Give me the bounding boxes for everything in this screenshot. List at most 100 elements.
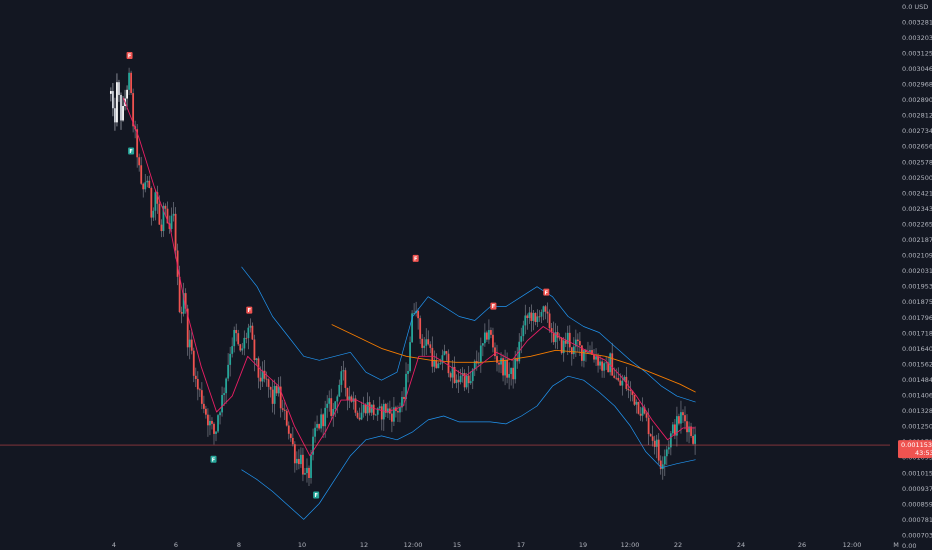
candle-body xyxy=(437,363,440,369)
candle-body xyxy=(178,276,181,313)
price-tick-label: 0.00226550 xyxy=(902,220,932,228)
candle-body xyxy=(629,390,632,391)
candle-body xyxy=(314,427,316,437)
candle-body xyxy=(599,361,601,366)
candle-body xyxy=(647,417,650,435)
candle-body xyxy=(471,369,474,382)
candle-body xyxy=(172,213,175,216)
candle-body xyxy=(676,416,678,436)
candle-body xyxy=(439,363,442,365)
price-tick-label: 0.00304675 xyxy=(902,65,932,73)
candle-body xyxy=(583,350,585,361)
candle-body xyxy=(473,361,476,370)
candle-body xyxy=(318,424,321,429)
candle-body xyxy=(308,467,310,478)
candle-body xyxy=(275,385,278,394)
candle-body xyxy=(613,375,616,378)
candle-body xyxy=(411,313,413,343)
candle-body xyxy=(116,82,118,123)
candle-body xyxy=(433,360,436,367)
candle-body xyxy=(485,332,488,340)
candle-body xyxy=(354,398,357,413)
candle-body xyxy=(611,353,614,376)
candle-body xyxy=(488,330,490,340)
fractal-marker-bg xyxy=(128,147,135,155)
candle-body xyxy=(570,347,573,355)
indicator-lines xyxy=(122,97,696,520)
candle-body xyxy=(213,423,215,434)
candle-body xyxy=(200,390,203,404)
candle-body xyxy=(680,412,682,424)
candle-body xyxy=(182,293,185,314)
candle-body xyxy=(227,364,230,379)
candle-body xyxy=(500,358,502,365)
candle-body xyxy=(494,347,496,357)
candle-body xyxy=(429,344,432,348)
price-tick-label: 0.00125000 xyxy=(902,423,932,431)
price-tick-label: 0.00085925 xyxy=(902,500,932,508)
fractal-marker: F xyxy=(412,254,419,262)
candle-body xyxy=(605,362,608,364)
candle-body xyxy=(251,325,254,340)
fractal-marker-label: F xyxy=(128,54,131,60)
time-axis[interactable]: 4 6 8 10 12 12:00 15 17 19 12:00 22 24 26 12:00 M xyxy=(112,541,899,549)
fractal-marker-label: F xyxy=(129,149,132,155)
candle-body xyxy=(587,351,589,353)
fractal-marker: F xyxy=(126,52,133,60)
time-tick-label: 8 xyxy=(237,541,241,549)
candle-body xyxy=(585,350,587,353)
fractal-marker-bg xyxy=(490,302,497,310)
candle-body xyxy=(686,421,688,433)
candle-body xyxy=(619,380,622,386)
candle-body xyxy=(291,437,294,445)
candle-body xyxy=(302,454,304,475)
candle-body xyxy=(205,408,207,415)
candle-body xyxy=(417,310,420,319)
candle-body xyxy=(447,353,450,374)
candle-body xyxy=(166,208,169,224)
candle-body xyxy=(297,458,300,465)
candle-body xyxy=(449,373,452,378)
candle-body xyxy=(536,316,539,323)
fractal-marker-bg xyxy=(543,288,550,296)
candle-body xyxy=(144,182,147,190)
candle-body xyxy=(219,412,221,416)
candle-body xyxy=(211,420,213,424)
candle-body xyxy=(350,396,353,402)
candle-body xyxy=(572,346,575,355)
candle-body xyxy=(405,373,407,399)
candle-body xyxy=(451,366,454,378)
candle-body xyxy=(631,390,634,395)
candle-body xyxy=(176,250,179,277)
fractal-marker-bg xyxy=(412,254,419,262)
candle-body xyxy=(512,367,515,380)
candle-body xyxy=(122,106,124,121)
candle-body xyxy=(374,414,377,416)
candle-body xyxy=(229,353,232,365)
price-tick-label: 0.00296875 xyxy=(902,81,932,89)
candle-body xyxy=(225,378,228,394)
candle-body xyxy=(380,406,383,420)
price-tick-label: 0.00164050 xyxy=(902,345,932,353)
candle-body xyxy=(156,192,159,204)
candle-body xyxy=(281,408,284,410)
candle-body xyxy=(655,439,658,447)
candle-body xyxy=(170,215,173,229)
price-tick-label: 0.00250000 xyxy=(902,174,932,182)
candle-body xyxy=(483,332,486,344)
candle-body xyxy=(304,473,306,475)
fractal-marker-bg xyxy=(313,491,320,499)
candle-body xyxy=(269,386,272,390)
fractal-marker: F xyxy=(490,302,497,310)
candle-body xyxy=(128,72,130,90)
candle-body xyxy=(192,350,195,376)
candle-body xyxy=(534,312,537,323)
candle-body xyxy=(645,413,648,418)
price-axis[interactable]: 0.0 USD 0.00328125 0.00320325 0.00312500 0.0… xyxy=(898,3,932,550)
time-tick-label: 6 xyxy=(174,541,178,549)
price-tick-label: 0.00148425 xyxy=(902,376,932,384)
candle-body xyxy=(413,312,416,314)
candle-body xyxy=(372,404,375,415)
candle-body xyxy=(378,406,381,409)
